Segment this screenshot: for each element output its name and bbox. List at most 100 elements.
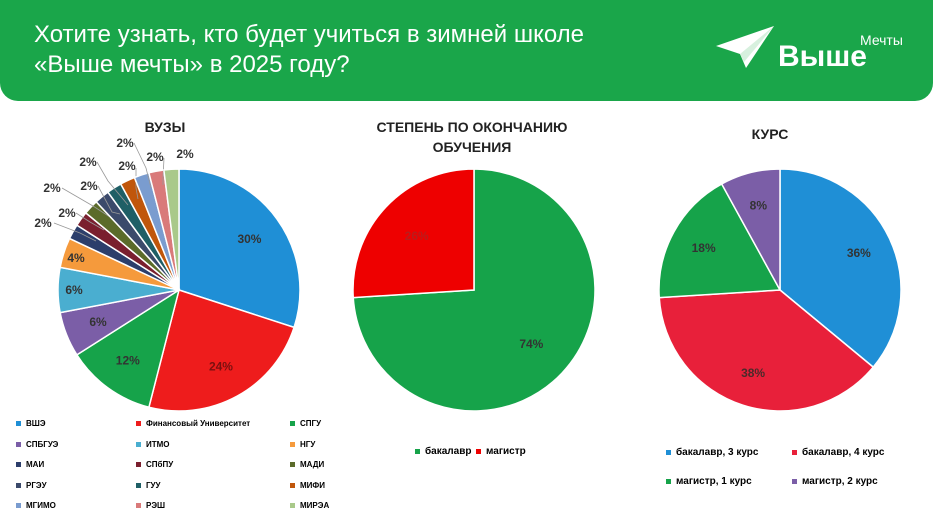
- pie1-value-label-14: 2%: [176, 147, 194, 161]
- pie1-slice-0: [178, 168, 301, 329]
- pie1-legend-item-12: МГИМО: [16, 501, 56, 510]
- legend-label: ГУУ: [146, 480, 161, 490]
- pie3-value-label-1: 38%: [741, 366, 765, 380]
- legend-swatch: [290, 482, 295, 488]
- pie3-legend-item-0: бакалавр, 3 курс: [666, 447, 758, 458]
- pie2-title: СТЕПЕНЬ ПО ОКОНЧАНИЮ ОБУЧЕНИЯ: [376, 119, 568, 155]
- title-line-2: «Выше мечты» в 2025 году?: [34, 51, 350, 78]
- pie1-value-label-0: 30%: [237, 232, 261, 246]
- pie1-value-label-2: 12%: [116, 353, 140, 367]
- pie3-value-label-2: 18%: [692, 241, 716, 255]
- pie1-value-label-10: 2%: [79, 155, 97, 169]
- legend-swatch: [792, 478, 797, 484]
- legend-label: ИТМО: [146, 439, 170, 449]
- pie1-legend-item-7: СПбПУ: [136, 460, 173, 469]
- pie1-legend-item-1: Финансовый Университет: [136, 419, 250, 428]
- legend-swatch: [415, 448, 420, 454]
- pie1-legend-item-11: МИФИ: [290, 481, 325, 490]
- header-banner: Хотите узнать, кто будет учиться в зимне…: [0, 0, 933, 101]
- pie1-value-label-9: 2%: [80, 179, 98, 193]
- pie1-leader-7: [75, 212, 105, 231]
- legend-swatch: [136, 421, 141, 427]
- legend-label: МИРЭА: [300, 501, 330, 510]
- pie1-leader-6: [53, 222, 97, 242]
- legend-swatch: [290, 421, 295, 427]
- legend-swatch: [136, 462, 141, 468]
- legend-swatch: [16, 441, 21, 447]
- legend-swatch: [290, 503, 295, 509]
- legend-label: РЭШ: [146, 501, 166, 510]
- legend-label: Финансовый Университет: [146, 419, 251, 428]
- pie1-value-label-3: 6%: [89, 315, 107, 329]
- legend-swatch: [16, 503, 21, 509]
- legend-label: бакалавр, 3 курс: [676, 447, 759, 458]
- legend-swatch: [136, 482, 141, 488]
- pie1-value-label-4: 6%: [65, 283, 83, 297]
- legend-label: магистр, 2 курс: [802, 476, 878, 487]
- pie1-legend-item-3: СПБГУЭ: [16, 440, 58, 449]
- pie3-value-label-3: 8%: [750, 199, 768, 213]
- legend-swatch: [16, 462, 21, 468]
- pie2-value-label-0: 74%: [519, 337, 543, 351]
- pie1-leader-8: [61, 187, 114, 220]
- legend-label: МГИМО: [26, 501, 56, 510]
- pie2-value-label-1: 26%: [405, 229, 429, 243]
- pie3-legend-item-1: бакалавр, 4 курс: [792, 447, 884, 458]
- legend-label: магистр: [486, 446, 526, 457]
- pie1-leader-9: [97, 185, 121, 215]
- pie1-leader-11: [135, 168, 139, 200]
- legend-swatch: [290, 462, 295, 468]
- legend-label: магистр, 1 курс: [676, 476, 752, 487]
- pie1-value-label-8: 2%: [43, 181, 61, 195]
- pie3-legend-item-3: магистр, 2 курс: [792, 476, 878, 487]
- pie1-slice-2: [75, 288, 181, 409]
- pie3-value-label-0: 36%: [847, 246, 871, 260]
- pie1-value-label-13: 2%: [146, 150, 164, 164]
- pie1-leader-10: [96, 161, 129, 206]
- pie3-slice-0: [779, 168, 902, 369]
- legend-label: СПбПУ: [146, 460, 174, 469]
- legend-label: бакалавр: [425, 446, 472, 457]
- pie1-legend-item-2: СПГУ: [290, 419, 321, 428]
- legend-label: СПГУ: [300, 419, 322, 428]
- legend-swatch: [136, 503, 141, 509]
- legend-label: СПБГУЭ: [26, 439, 59, 449]
- pie1-legend-item-13: РЭШ: [136, 501, 165, 510]
- pie1-leader-12: [133, 142, 152, 189]
- pie1-legend-item-14: МИРЭА: [290, 501, 329, 510]
- pie1-value-label-5: 4%: [67, 251, 85, 265]
- pie1-value-label-7: 2%: [58, 206, 76, 220]
- pie3-slice-2: [658, 182, 782, 299]
- pie1-value-label-11: 2%: [118, 159, 136, 173]
- pie1-value-label-6: 2%: [34, 216, 52, 230]
- pie1-legend-item-6: МАИ: [16, 460, 44, 469]
- legend-swatch: [16, 421, 21, 427]
- pie1-leader-13: [162, 157, 165, 185]
- pie2-legend-item-1: магистр: [476, 446, 526, 457]
- logo-main-text: Выше: [778, 40, 867, 73]
- legend-label: бакалавр, 4 курс: [802, 447, 885, 458]
- legend-label: ВШЭ: [26, 419, 46, 428]
- pie1-legend-item-5: НГУ: [290, 440, 315, 449]
- pie1-legend-item-10: ГУУ: [136, 481, 161, 490]
- pie1-slice-1: [147, 289, 296, 412]
- pie1-slice-14: [162, 168, 180, 291]
- pie3-title: КУРС: [751, 126, 789, 142]
- logo-small-text: Мечты: [860, 32, 903, 48]
- pie3-slice-3: [720, 168, 781, 291]
- pie2-slice-1: [352, 168, 475, 299]
- paper-plane-icon: [716, 26, 774, 68]
- pie1-value-label-1: 24%: [209, 359, 233, 373]
- pie2-legend-item-0: бакалавр: [415, 446, 471, 457]
- title-line-1: Хотите узнать, кто будет учиться в зимне…: [34, 21, 585, 48]
- legend-swatch: [136, 441, 141, 447]
- legend-swatch: [290, 441, 295, 447]
- pie3-slice-1: [658, 289, 875, 412]
- logo: Мечты Выше: [716, 24, 916, 84]
- legend-label: РГЭУ: [26, 480, 47, 490]
- page-title: Хотите узнать, кто будет учиться в зимне…: [34, 20, 584, 80]
- pie1-title: ВУЗЫ: [144, 119, 186, 135]
- pie1-value-label-12: 2%: [116, 136, 134, 150]
